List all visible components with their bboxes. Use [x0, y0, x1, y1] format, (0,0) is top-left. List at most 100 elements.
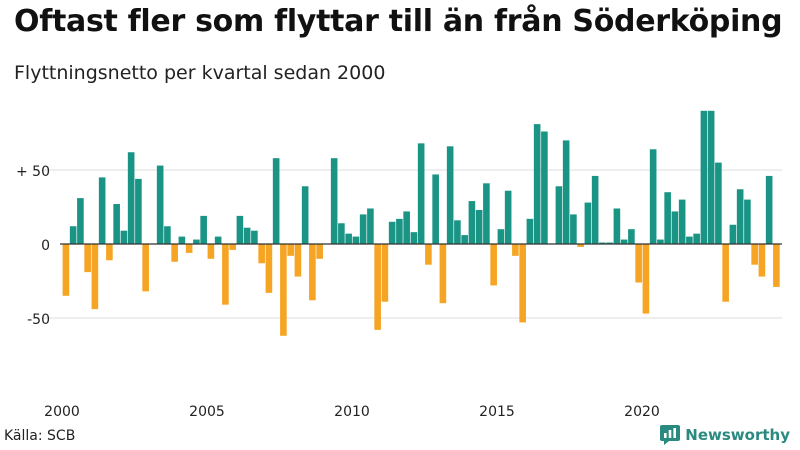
bar	[751, 244, 758, 265]
bar	[693, 233, 700, 244]
bar	[425, 244, 432, 265]
bar	[468, 201, 476, 244]
bar	[562, 140, 570, 244]
bar	[715, 162, 722, 244]
bar	[664, 192, 671, 244]
bar	[316, 244, 323, 259]
bar	[352, 236, 360, 244]
x-tick-label: 2015	[479, 404, 515, 420]
bar	[345, 233, 352, 244]
bar	[367, 208, 374, 244]
bar	[417, 143, 425, 244]
bar	[635, 244, 642, 283]
bar	[142, 244, 149, 292]
bar	[504, 190, 512, 244]
bar	[374, 244, 381, 330]
y-tick-label: 0	[41, 238, 50, 254]
bar	[207, 244, 215, 259]
bar	[483, 183, 490, 244]
bar	[294, 244, 302, 277]
bar	[642, 244, 650, 314]
bar	[287, 244, 294, 256]
x-tick-label: 2000	[44, 404, 80, 420]
x-tick-label: 2020	[624, 404, 660, 420]
bar	[519, 244, 526, 323]
gridlines	[42, 169, 782, 319]
bar	[490, 244, 497, 286]
bar	[657, 239, 664, 244]
bar	[686, 236, 693, 244]
bar	[243, 227, 251, 244]
bar	[381, 244, 389, 302]
bar	[432, 174, 439, 244]
x-tick-label: 2005	[189, 404, 225, 420]
bars	[62, 110, 780, 336]
bar	[744, 199, 751, 244]
newsworthy-logo-icon	[660, 425, 681, 445]
bar	[164, 226, 171, 244]
bar	[736, 189, 744, 244]
bar	[591, 175, 599, 244]
bar	[171, 244, 178, 262]
bar	[330, 158, 338, 244]
bar	[214, 236, 222, 244]
bar	[84, 244, 91, 273]
brand-name: Newsworthy	[685, 426, 790, 444]
x-tick-label: 2010	[334, 404, 370, 420]
bar	[671, 211, 679, 244]
bar	[700, 110, 708, 244]
bar	[251, 230, 258, 244]
bar	[236, 215, 244, 244]
bar	[98, 177, 106, 244]
bar	[135, 178, 142, 244]
bar	[280, 244, 287, 336]
bar	[91, 244, 99, 310]
bar	[446, 146, 454, 244]
bar	[606, 242, 613, 244]
bar	[773, 244, 780, 287]
bar	[309, 244, 316, 301]
bar	[729, 224, 737, 244]
chart-subtitle: Flyttningsnetto per kvartal sedan 2000	[14, 62, 386, 84]
bar	[258, 244, 265, 264]
bar	[396, 218, 403, 244]
newsworthy-logo[interactable]: Newsworthy	[660, 425, 790, 445]
bar	[555, 186, 563, 244]
bar	[541, 131, 548, 244]
bar	[570, 214, 577, 244]
bar	[678, 199, 686, 244]
bar	[454, 220, 461, 244]
bar	[388, 221, 396, 244]
y-tick-label: -50	[27, 312, 50, 328]
bar	[359, 214, 367, 244]
bar	[185, 244, 193, 253]
bar	[77, 198, 84, 244]
bar	[461, 235, 468, 244]
bar	[106, 244, 113, 261]
bar-chart: + 50 0 -50 2000 2005 2010 2015 2020	[16, 110, 782, 420]
bar	[599, 242, 606, 244]
bar	[193, 239, 200, 244]
bar	[722, 244, 729, 302]
y-tick-label: + 50	[16, 164, 50, 180]
bar	[403, 211, 410, 244]
bar	[620, 239, 628, 244]
bar	[265, 244, 273, 293]
bar	[338, 223, 345, 244]
bar	[526, 218, 534, 244]
bar	[62, 244, 70, 296]
source-note: Källa: SCB	[4, 428, 76, 444]
bar	[200, 215, 207, 244]
bar	[127, 152, 135, 244]
bar	[765, 175, 773, 244]
bar	[178, 236, 186, 244]
axis-ticks: + 50 0 -50 2000 2005 2010 2015 2020	[16, 164, 660, 420]
bar	[222, 244, 229, 305]
chart-title: Oftast fler som flyttar till än från Söd…	[14, 4, 783, 39]
bar	[69, 226, 77, 244]
bar	[301, 186, 309, 244]
bar	[649, 149, 657, 244]
bar	[120, 230, 128, 244]
bar	[577, 244, 584, 247]
bar	[758, 244, 766, 277]
